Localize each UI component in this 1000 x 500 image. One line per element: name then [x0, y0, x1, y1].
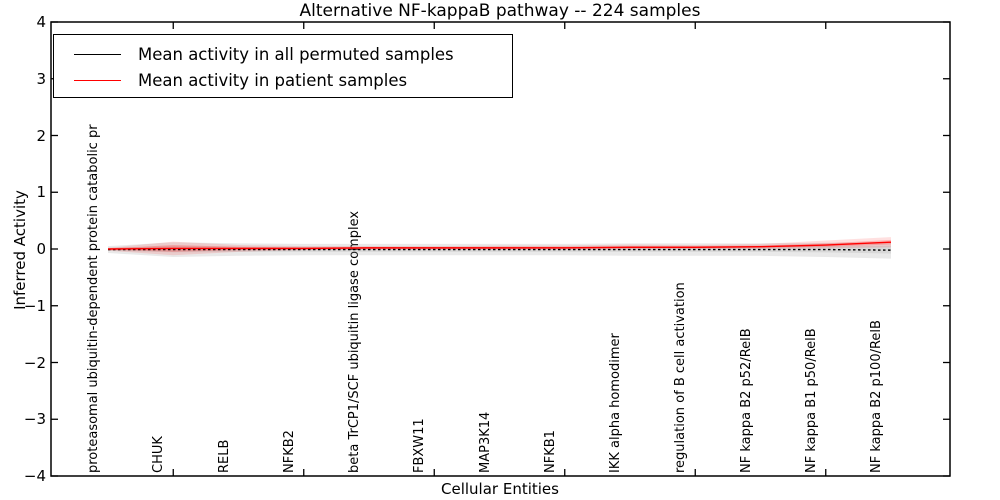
patient-line-swatch — [74, 79, 121, 81]
entity-label: IKK alpha homodimer — [608, 333, 623, 473]
y-tick-label: 0 — [36, 240, 46, 258]
patient-band-inner — [108, 239, 891, 252]
entity-label: proteasomal ubiquitin-dependent protein … — [86, 124, 101, 473]
entity-label: MAP3K14 — [477, 411, 493, 473]
legend-label-patient: Mean activity in patient samples — [138, 70, 408, 90]
y-tick-label: −4 — [23, 467, 46, 485]
entity-label: CHUK — [151, 436, 167, 473]
legend: Mean activity in all permuted samples Me… — [53, 34, 513, 98]
entity-label: NFKB2 — [281, 430, 297, 473]
patient-band-outer — [108, 237, 891, 256]
entity-label: NF kappa B1 p50/RelB — [803, 328, 819, 473]
series-line-1 — [107, 241, 892, 250]
y-tick-label: −3 — [23, 410, 46, 429]
entity-label: NF kappa B2 p52/RelB — [738, 328, 754, 473]
entity-label: NF kappa B2 p100/RelB — [869, 320, 884, 473]
entity-label: RELB — [216, 439, 232, 473]
legend-entry-permuted: Mean activity in all permuted samples — [64, 41, 504, 67]
y-tick-label: 2 — [36, 126, 46, 145]
y-tick-label: −2 — [23, 353, 46, 372]
permuted-line-swatch — [74, 53, 121, 55]
y-tick-label: −1 — [23, 296, 46, 315]
legend-label-permuted: Mean activity in all permuted samples — [138, 44, 454, 64]
entity-label: regulation of B cell activation — [673, 282, 689, 473]
y-tick-label: 3 — [36, 69, 46, 88]
entity-label: FBXW11 — [412, 418, 428, 473]
x-axis-label: Cellular Entities — [441, 480, 559, 498]
entity-label: NFKB1 — [542, 430, 558, 473]
chart-title: Alternative NF-kappaB pathway -- 224 sam… — [299, 1, 701, 21]
permuted-std-band — [108, 242, 891, 259]
legend-entry-patient: Mean activity in patient samples — [64, 67, 504, 93]
y-tick-label: 1 — [36, 183, 46, 202]
entity-label: beta TrCP1/SCF ubiquitin ligase complex — [347, 210, 362, 473]
permuted-std-band-core — [108, 245, 891, 254]
y-tick-label: 4 — [36, 13, 46, 31]
series-line-0 — [108, 248, 892, 251]
